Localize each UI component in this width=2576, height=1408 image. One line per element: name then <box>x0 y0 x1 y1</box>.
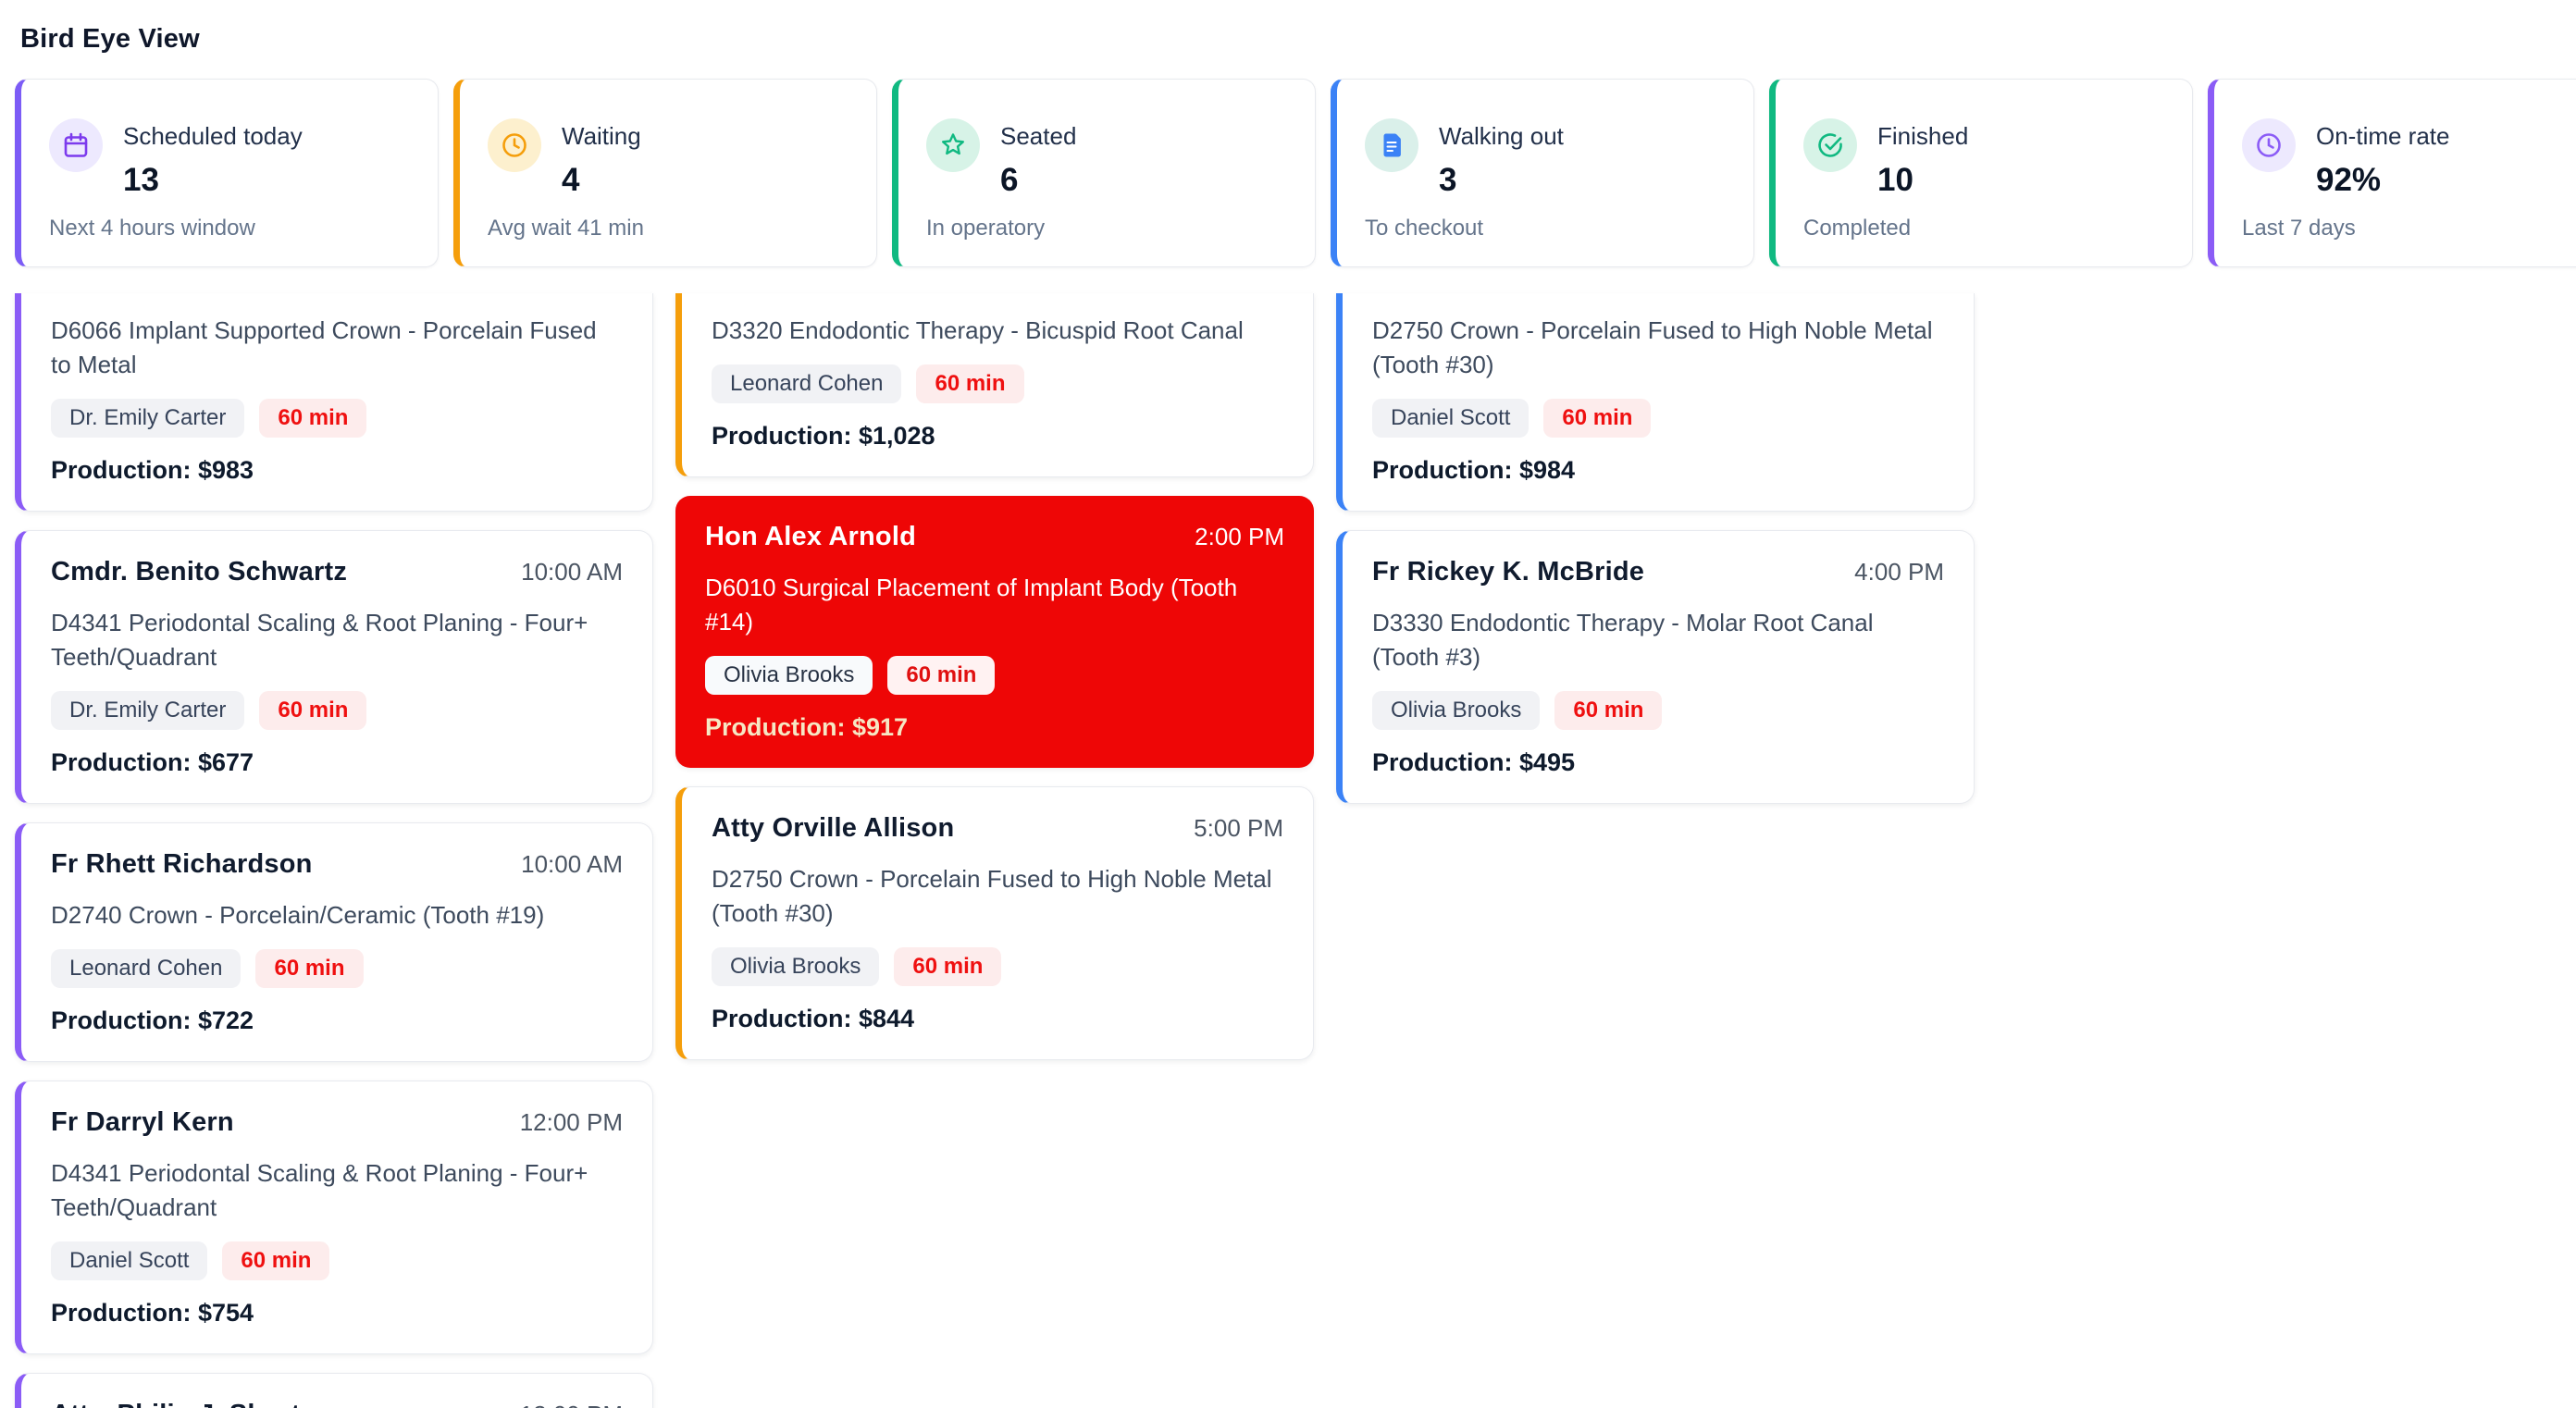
appointment-column-3: D2750 Crown - Porcelain Fused to High No… <box>1336 293 1975 804</box>
production-amount: Production: $917 <box>705 713 909 741</box>
duration-badge: 60 min <box>916 364 1024 403</box>
appointment-card[interactable]: Atty. Philip J. Short 12:00 PM <box>15 1373 653 1408</box>
stat-subtext: In operatory <box>926 216 1046 241</box>
provider-badge: Leonard Cohen <box>712 364 902 403</box>
stat-subtext: Last 7 days <box>2242 216 2356 241</box>
patient-name: Atty. Philip J. Short <box>51 1400 301 1408</box>
calendar-icon <box>49 118 103 172</box>
stat-subtext: Next 4 hours window <box>49 216 255 241</box>
page-title: Bird Eye View <box>20 24 200 54</box>
provider-badge: Olivia Brooks <box>1372 691 1541 730</box>
star-icon <box>926 118 980 172</box>
duration-badge: 60 min <box>259 691 367 730</box>
stat-value: 13 <box>123 162 159 198</box>
procedure-text: D2750 Crown - Porcelain Fused to High No… <box>712 865 1272 927</box>
procedure-text: D2750 Crown - Porcelain Fused to High No… <box>1372 316 1933 378</box>
stat-label: Waiting <box>562 122 641 150</box>
appointment-time: 12:00 PM <box>520 1401 623 1408</box>
appointment-card[interactable]: Fr Darryl Kern 12:00 PM D4341 Periodonta… <box>15 1081 653 1354</box>
patient-name: Hon Alex Arnold <box>705 522 917 551</box>
patient-name: Fr Rickey K. McBride <box>1372 557 1645 587</box>
duration-badge: 60 min <box>222 1241 330 1280</box>
stat-subtext: Avg wait 41 min <box>488 216 644 241</box>
stat-value: 4 <box>562 162 580 198</box>
procedure-text: D6010 Surgical Placement of Implant Body… <box>705 574 1238 636</box>
stat-label: Seated <box>1000 122 1077 150</box>
patient-name: Atty Orville Allison <box>712 813 955 843</box>
duration-badge: 60 min <box>894 947 1002 986</box>
procedure-text: D3330 Endodontic Therapy - Molar Root Ca… <box>1372 609 1874 671</box>
stat-subtext: Completed <box>1803 216 1912 241</box>
stat-label: Finished <box>1877 122 1969 150</box>
stat-value: 92% <box>2316 162 2382 198</box>
production-amount: Production: $677 <box>51 748 254 776</box>
procedure-text: D3320 Endodontic Therapy - Bicuspid Root… <box>712 316 1244 344</box>
document-icon <box>1365 118 1418 172</box>
duration-badge: 60 min <box>1543 399 1652 438</box>
appointment-time: 2:00 PM <box>1195 523 1284 550</box>
procedure-text: D6066 Implant Supported Crown - Porcelai… <box>51 316 597 378</box>
appointment-time: 10:00 AM <box>521 558 623 586</box>
production-amount: Production: $983 <box>51 456 254 484</box>
appointment-card[interactable]: Fr Rickey K. McBride 4:00 PM D3330 Endod… <box>1336 530 1975 804</box>
duration-badge: 60 min <box>259 399 367 438</box>
stat-card-on-time-rate: On-time rate 92% Last 7 days <box>2208 79 2576 267</box>
stat-value: 3 <box>1439 162 1457 198</box>
appointment-time: 12:00 PM <box>519 1108 623 1136</box>
duration-badge: 60 min <box>255 949 364 988</box>
provider-badge: Dr. Emily Carter <box>51 399 245 438</box>
provider-badge: Olivia Brooks <box>712 947 880 986</box>
production-amount: Production: $844 <box>712 1005 915 1032</box>
stat-card-walking-out: Walking out 3 To checkout <box>1331 79 1754 267</box>
procedure-text: D4341 Periodontal Scaling & Root Planing… <box>51 609 588 671</box>
appointment-card[interactable]: D3320 Endodontic Therapy - Bicuspid Root… <box>675 293 1314 477</box>
patient-name: Fr Rhett Richardson <box>51 849 313 879</box>
check-circle-icon <box>1803 118 1857 172</box>
stat-card-scheduled-today: Scheduled today 13 Next 4 hours window <box>15 79 439 267</box>
production-amount: Production: $1,028 <box>712 422 935 450</box>
patient-name: Cmdr. Benito Schwartz <box>51 557 348 587</box>
stat-card-waiting: Waiting 4 Avg wait 41 min <box>453 79 877 267</box>
provider-badge: Leonard Cohen <box>51 949 242 988</box>
appointment-card[interactable]: D6066 Implant Supported Crown - Porcelai… <box>15 293 653 512</box>
stat-label: Scheduled today <box>123 122 303 150</box>
appointment-column-1: D6066 Implant Supported Crown - Porcelai… <box>15 293 653 1408</box>
stat-card-seated: Seated 6 In operatory <box>892 79 1316 267</box>
patient-name: Fr Darryl Kern <box>51 1107 234 1137</box>
stat-value: 6 <box>1000 162 1019 198</box>
procedure-text: D4341 Periodontal Scaling & Root Planing… <box>51 1159 588 1221</box>
provider-badge: Daniel Scott <box>1372 399 1530 438</box>
appointment-card-highlighted[interactable]: Hon Alex Arnold 2:00 PM D6010 Surgical P… <box>675 496 1314 768</box>
appointment-card[interactable]: Cmdr. Benito Schwartz 10:00 AM D4341 Per… <box>15 530 653 804</box>
provider-badge: Dr. Emily Carter <box>51 691 245 730</box>
appointment-card[interactable]: D2750 Crown - Porcelain Fused to High No… <box>1336 293 1975 512</box>
clock-icon <box>488 118 541 172</box>
stat-label: On-time rate <box>2316 122 2450 150</box>
stat-label: Walking out <box>1439 122 1564 150</box>
production-amount: Production: $984 <box>1372 456 1576 484</box>
appointment-time: 10:00 AM <box>521 850 623 878</box>
appointment-time: 5:00 PM <box>1194 814 1283 842</box>
duration-badge: 60 min <box>887 656 996 695</box>
appointment-column-2: D3320 Endodontic Therapy - Bicuspid Root… <box>675 293 1314 1060</box>
production-amount: Production: $754 <box>51 1299 254 1327</box>
production-amount: Production: $722 <box>51 1007 254 1034</box>
provider-badge: Daniel Scott <box>51 1241 208 1280</box>
stat-subtext: To checkout <box>1365 216 1484 241</box>
stat-value: 10 <box>1877 162 1913 198</box>
appointment-card[interactable]: Atty Orville Allison 5:00 PM D2750 Crown… <box>675 786 1314 1060</box>
appointment-time: 4:00 PM <box>1854 558 1944 586</box>
production-amount: Production: $495 <box>1372 748 1576 776</box>
duration-badge: 60 min <box>1554 691 1663 730</box>
clock-icon <box>2242 118 2296 172</box>
procedure-text: D2740 Crown - Porcelain/Ceramic (Tooth #… <box>51 901 545 929</box>
appointment-card[interactable]: Fr Rhett Richardson 10:00 AM D2740 Crown… <box>15 822 653 1062</box>
appointments-board: D6066 Implant Supported Crown - Porcelai… <box>15 293 2576 1408</box>
provider-badge: Olivia Brooks <box>705 656 873 695</box>
stat-card-finished: Finished 10 Completed <box>1769 79 2193 267</box>
stats-row: Scheduled today 13 Next 4 hours window W… <box>15 79 2576 267</box>
